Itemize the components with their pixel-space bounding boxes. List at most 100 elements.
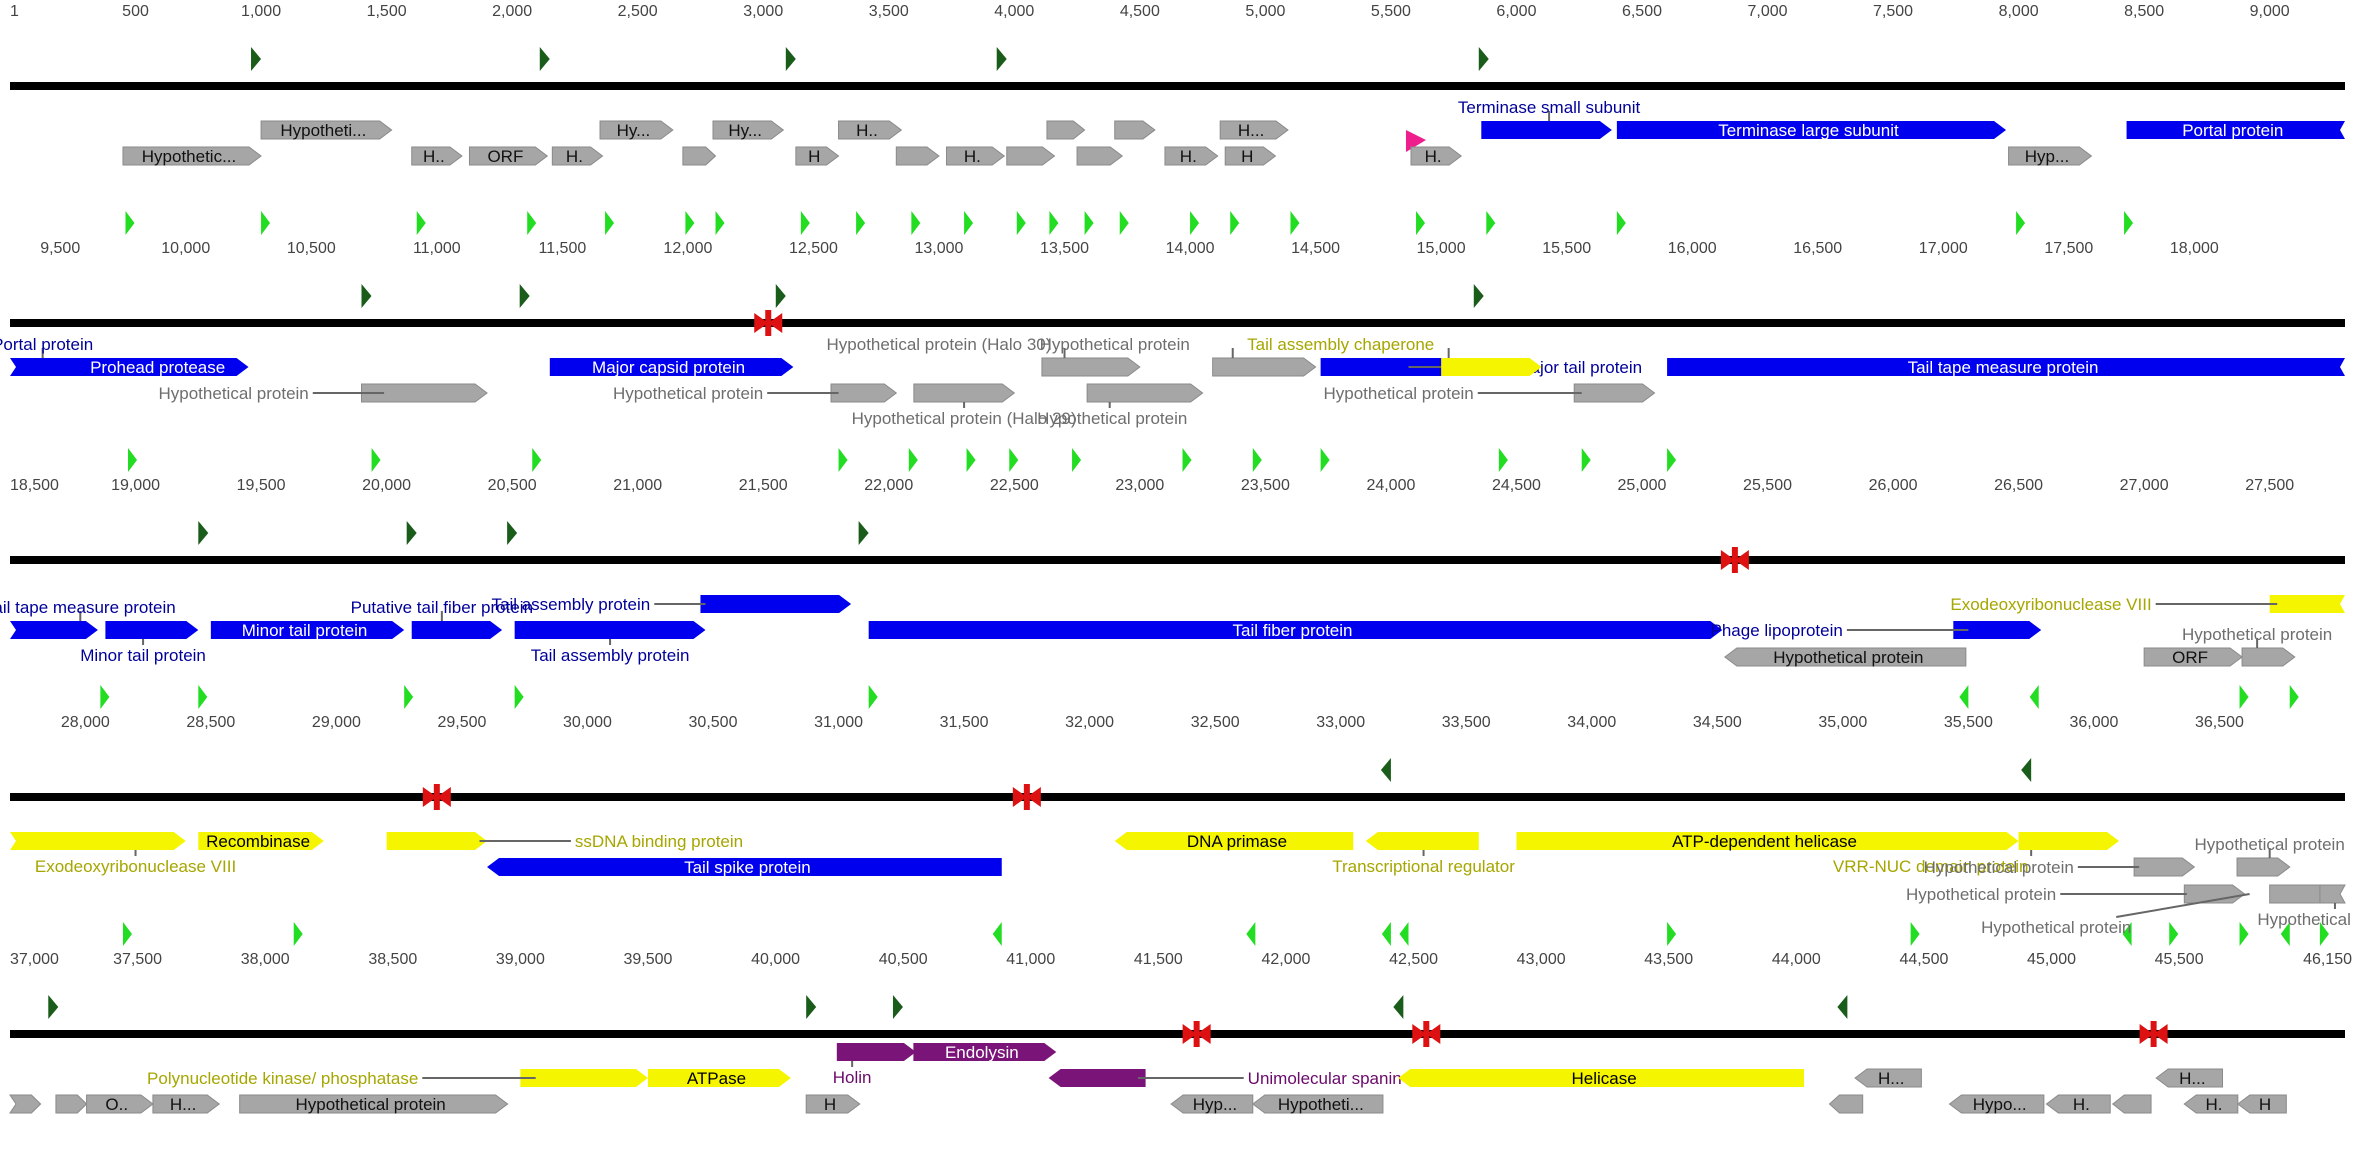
gene-arrow[interactable]: [198, 832, 324, 850]
gene-arrow[interactable]: [700, 595, 852, 613]
gene-arrow[interactable]: [1086, 383, 1204, 403]
gene-feature-tail-fiber-protein[interactable]: Tail fiber protein: [868, 621, 1723, 640]
gene-arrow[interactable]: [9, 1094, 42, 1114]
gene-arrow[interactable]: [2236, 857, 2291, 877]
gene-arrow[interactable]: [411, 146, 463, 166]
gene-feature-h[interactable]: H...: [2155, 1068, 2224, 1088]
gene-arrow[interactable]: [1048, 1069, 1146, 1087]
gene-feature-hypothetical-protein[interactable]: Hypothetical protein: [2182, 625, 2332, 667]
gene-arrow[interactable]: [1441, 358, 1542, 376]
gene-feature-tail-tape-measure-protein[interactable]: Tail tape measure protein: [1667, 358, 2345, 377]
gene-arrow[interactable]: [913, 1043, 1057, 1061]
gene-feature-major-tail-protein[interactable]: Major tail protein: [1320, 358, 1643, 377]
gene-arrow[interactable]: [10, 832, 186, 850]
gene-feature-h[interactable]: H: [805, 1094, 861, 1114]
gene-arrow[interactable]: [1219, 120, 1289, 140]
gene-feature-h[interactable]: H.: [1410, 146, 1463, 166]
gene-feature-polynucleotide-kinase-phosphatase[interactable]: Polynucleotide kinase/ phosphatase: [147, 1069, 648, 1088]
gene-feature-h[interactable]: H.: [2183, 1094, 2239, 1114]
gene-arrow[interactable]: [2155, 1068, 2224, 1088]
gene-arrow[interactable]: [2236, 1094, 2287, 1114]
gene-feature-hypothetical-protein[interactable]: Hypothetical protein: [1037, 383, 1204, 428]
gene-arrow[interactable]: [838, 120, 903, 140]
gene-feature-o[interactable]: O..: [86, 1094, 154, 1114]
gene-arrow[interactable]: [895, 146, 940, 166]
gene-arrow[interactable]: [361, 383, 488, 403]
gene-feature-hypothetical-protein[interactable]: Hypothetical protein: [2195, 835, 2345, 877]
gene-arrow[interactable]: [2319, 884, 2346, 904]
gene-arrow[interactable]: [2269, 595, 2345, 613]
gene-arrow[interactable]: [1616, 121, 2007, 139]
gene-arrow[interactable]: [1041, 357, 1141, 377]
gene-arrow[interactable]: [1516, 832, 2019, 850]
gene-arrow[interactable]: [682, 146, 717, 166]
gene-arrow[interactable]: [72, 358, 249, 376]
gene-feature-hypothetical-protein[interactable]: Hypothetical protein: [1724, 647, 1967, 667]
gene-feature-tail-spike-protein[interactable]: Tail spike protein: [487, 858, 1002, 877]
gene-arrow[interactable]: [1410, 146, 1463, 166]
gene-arrow[interactable]: [1114, 120, 1156, 140]
gene-arrow[interactable]: [795, 146, 840, 166]
gene-feature-h[interactable]: H..: [411, 146, 463, 166]
gene-feature-tail-assembly-protein[interactable]: Tail assembly protein: [491, 595, 852, 614]
gene-feature-h[interactable]: H..: [838, 120, 903, 140]
gene-feature-h[interactable]: H.: [2045, 1094, 2111, 1114]
gene-feature-hypothetical-protein[interactable]: Hypothetical protein: [2257, 884, 2355, 929]
gene-arrow[interactable]: [2018, 832, 2120, 850]
gene-feature-atp-dependent-helicase[interactable]: ATP-dependent helicase: [1516, 832, 2019, 851]
gene-arrow[interactable]: [1573, 383, 1656, 403]
gene-arrow[interactable]: [2008, 146, 2093, 166]
gene-feature-helicase[interactable]: Helicase: [1398, 1069, 1804, 1088]
gene-feature-terminase-large-subunit[interactable]: Terminase large subunit: [1616, 121, 2007, 140]
gene-feature-endolysin[interactable]: Endolysin: [913, 1043, 1057, 1062]
gene-feature-hypothetical-protein[interactable]: Hypothetical protein: [1924, 857, 2196, 877]
gene-arrow[interactable]: [2111, 1094, 2152, 1114]
gene-arrow[interactable]: [1854, 1068, 1922, 1088]
gene-feature-transcriptional-regulator[interactable]: Transcriptional regulator: [1332, 832, 1515, 876]
gene-feature-unimolecular-spanin[interactable]: Unimolecular spanin: [1048, 1069, 1402, 1088]
gene-feature-h[interactable]: H.: [1164, 146, 1219, 166]
gene-feature-hypothetical-protein[interactable]: Hypothetical protein: [1324, 383, 1656, 403]
gene-feature-tail-assembly-protein[interactable]: Tail assembly protein: [514, 621, 706, 665]
gene-feature-exodeoxyribonuclease-viii[interactable]: Exodeoxyribonuclease VIII: [1950, 595, 2345, 614]
gene-arrow[interactable]: [122, 146, 262, 166]
gene-feature-unlabeled-orf[interactable]: [1114, 120, 1156, 140]
gene-arrow[interactable]: [1114, 832, 1354, 850]
gene-feature-h[interactable]: H: [1224, 146, 1277, 166]
gene-feature-prohead-protease[interactable]: Prohead protease: [72, 358, 249, 377]
gene-feature-h[interactable]: H.: [946, 146, 1006, 166]
gene-arrow[interactable]: [2045, 1094, 2111, 1114]
gene-feature-h[interactable]: H...: [152, 1094, 221, 1114]
gene-feature-phage-lipoprotein[interactable]: Phage lipoprotein: [1711, 621, 2042, 640]
gene-arrow[interactable]: [549, 358, 794, 376]
gene-feature-hypothetical-protein[interactable]: Hypothetical protein: [159, 383, 488, 403]
gene-feature-terminase-small-subunit[interactable]: Terminase small subunit: [1458, 98, 1641, 139]
gene-arrow[interactable]: [830, 383, 898, 403]
gene-feature-major-capsid-protein[interactable]: Major capsid protein: [549, 358, 794, 377]
gene-arrow[interactable]: [468, 146, 549, 166]
gene-arrow[interactable]: [2133, 857, 2196, 877]
gene-arrow[interactable]: [386, 832, 488, 850]
gene-feature-unlabeled-orf[interactable]: [1076, 146, 1124, 166]
gene-arrow[interactable]: [1076, 146, 1124, 166]
gene-arrow[interactable]: [2241, 647, 2296, 667]
gene-feature-orf[interactable]: ORF: [468, 146, 549, 166]
gene-arrow[interactable]: [1251, 1094, 1384, 1114]
gene-arrow[interactable]: [1365, 832, 1479, 850]
gene-feature-hypothetical-protein[interactable]: Hypothetical protein: [239, 1094, 509, 1114]
gene-arrow[interactable]: [1224, 146, 1277, 166]
gene-feature-portal-protein[interactable]: Portal protein: [2126, 121, 2345, 140]
gene-feature-hypothetic[interactable]: Hypothetic...: [122, 146, 262, 166]
gene-arrow[interactable]: [210, 621, 405, 639]
gene-feature-ssdna-binding-protein[interactable]: ssDNA binding protein: [386, 832, 744, 851]
gene-arrow[interactable]: [836, 1043, 916, 1061]
gene-arrow[interactable]: [599, 120, 674, 140]
gene-arrow[interactable]: [1724, 647, 1967, 667]
gene-arrow[interactable]: [514, 621, 706, 639]
gene-arrow[interactable]: [411, 621, 503, 639]
gene-arrow[interactable]: [1667, 358, 2345, 376]
gene-arrow[interactable]: [1828, 1094, 1864, 1114]
gene-feature-hypotheti[interactable]: Hypotheti...: [260, 120, 393, 140]
gene-arrow[interactable]: [712, 120, 785, 140]
gene-feature-minor-tail-protein[interactable]: Minor tail protein: [210, 621, 405, 640]
